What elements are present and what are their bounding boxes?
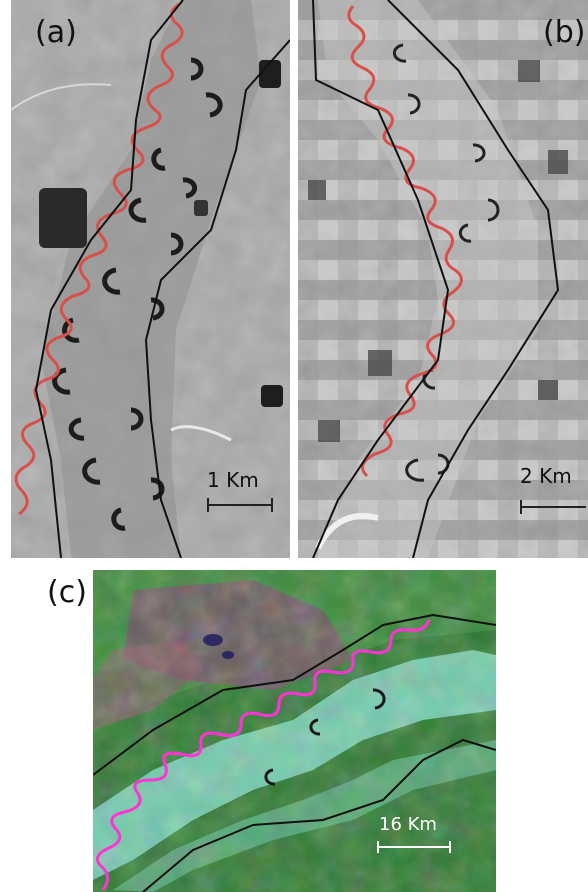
- boundary-line-lower-c: [142, 738, 496, 892]
- scale-label-b: 2 Km: [520, 464, 572, 488]
- boundary-line-upper-c: [93, 613, 496, 776]
- river-trace-c: [95, 619, 431, 891]
- panel-a-label: (a): [35, 15, 77, 50]
- scale-line-c: [377, 846, 451, 848]
- panel-b-label: (b): [543, 15, 586, 50]
- panel-a: (a) 1 Km: [11, 0, 290, 558]
- river-trace-a: [14, 2, 184, 516]
- panel-c: 16 Km: [93, 570, 496, 892]
- scale-line-b: [520, 506, 586, 508]
- boundary-line-right-b: [387, 0, 560, 558]
- panel-b-image: [298, 0, 588, 558]
- panel-b: (b) 2 Km: [298, 0, 588, 558]
- boundary-line-right-a: [144, 39, 290, 558]
- scale-label-c: 16 Km: [379, 814, 437, 835]
- boundary-line-left-b: [312, 0, 450, 558]
- scale-label-a: 1 Km: [207, 468, 259, 492]
- lake-shape: [39, 188, 87, 248]
- boundary-line-left-a: [34, 0, 184, 558]
- panel-a-image: [11, 0, 290, 558]
- scale-line-a: [207, 504, 273, 506]
- river-trace-b: [347, 5, 463, 478]
- panel-c-label: (c): [47, 575, 87, 610]
- panel-c-image: [93, 570, 496, 892]
